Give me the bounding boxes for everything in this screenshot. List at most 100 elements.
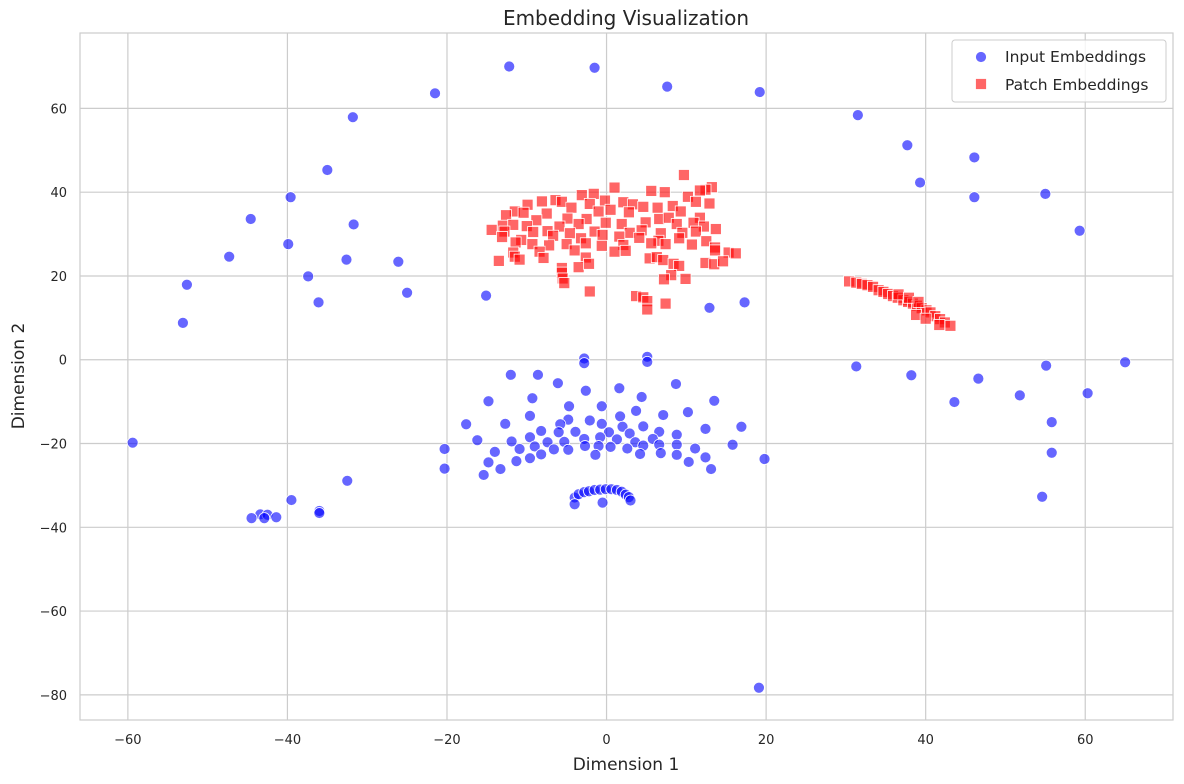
input-embedding-point [634, 448, 646, 460]
input-embedding-point [654, 447, 667, 460]
patch-embedding-point [565, 201, 578, 214]
patch-embedding-point [674, 205, 687, 218]
input-embedding-point [670, 448, 683, 461]
input-embedding-point [126, 436, 139, 449]
input-embedding-point [948, 396, 961, 408]
patch-embedding-point [659, 238, 672, 251]
input-embedding-point [901, 139, 914, 152]
input-embedding-point [429, 87, 441, 100]
y-tick-label: 20 [50, 270, 67, 285]
y-tick-label: −60 [40, 605, 67, 620]
grid-lines [80, 33, 1173, 720]
input-embedding-point [392, 255, 405, 268]
x-tick-label: 40 [917, 733, 934, 748]
input-embedding-point [270, 511, 283, 524]
patch-embedding-point [657, 254, 670, 266]
input-embedding-point [637, 420, 650, 433]
legend-label-input-embeddings: Input Embeddings [1005, 48, 1146, 66]
input-embedding-point [735, 420, 748, 433]
input-embedding-point [482, 395, 495, 408]
input-embedding-point [245, 512, 258, 524]
input-embedding-point [312, 296, 325, 309]
input-embedding-point [477, 469, 490, 481]
input-embedding-point [603, 426, 615, 439]
input-embedding-point [471, 434, 484, 447]
input-embedding-point [641, 355, 654, 368]
input-embedding-point [552, 426, 565, 439]
patch-embedding-point [608, 181, 621, 194]
x-tick-label: 20 [758, 733, 775, 748]
input-embedding-point [670, 378, 682, 390]
y-tick-label: −40 [40, 521, 67, 536]
patch-embedding-point [509, 236, 522, 249]
input-embedding-point [726, 438, 739, 451]
input-embedding-point [510, 455, 523, 468]
patch-embedding-point [526, 238, 539, 251]
input-embedding-point [532, 368, 544, 381]
patch-embedding-point [892, 288, 905, 301]
patch-embedding-point [641, 303, 654, 316]
input-embedding-point [703, 301, 716, 314]
patch-embedding-point [686, 238, 698, 251]
x-tick-label: −60 [114, 733, 141, 748]
input-embedding-point [682, 456, 695, 468]
input-embedding-point [596, 496, 609, 509]
input-embedding-point [621, 442, 634, 455]
input-embedding-point [623, 427, 636, 440]
input-embedding-point [535, 448, 548, 461]
input-embedding-point [563, 400, 575, 413]
patch-embedding-point [659, 297, 672, 310]
input-embedding-point [1039, 187, 1052, 200]
input-embedding-point [850, 360, 863, 373]
input-embedding-point [488, 446, 501, 458]
input-embedding-point [708, 394, 721, 407]
input-embedding-point [401, 286, 414, 299]
y-tick-label: −80 [40, 689, 67, 704]
patch-embedding-point [572, 261, 585, 274]
input-embedding-point [524, 409, 536, 422]
patch-embedding-point [583, 285, 596, 298]
input-embedding-point [177, 316, 189, 329]
input-embedding-point [535, 425, 548, 437]
input-embedding-point [670, 428, 683, 441]
patch-embedding-point [709, 244, 721, 257]
patch-embedding-point [513, 253, 526, 266]
input-embedding-point [547, 443, 560, 456]
input-embedding-point [579, 384, 592, 397]
series-input-embeddings [126, 60, 1132, 694]
x-tick-label: −20 [433, 733, 460, 748]
plot-background [80, 33, 1173, 720]
patch-embedding-point [575, 189, 588, 202]
legend-box [951, 39, 1167, 103]
legend-label-patch-embeddings: Patch Embeddings [1005, 76, 1149, 94]
input-embedding-point [302, 270, 315, 283]
patch-embedding-point [496, 231, 508, 243]
input-embedding-point [613, 382, 626, 395]
input-embedding-point [1040, 359, 1053, 372]
input-embedding-point [670, 438, 683, 451]
input-embedding-point [1119, 356, 1132, 369]
input-embedding-point [630, 404, 642, 417]
input-embedding-point [438, 443, 451, 455]
input-embedding-point [480, 289, 492, 302]
patch-embedding-point [673, 232, 686, 245]
legend-marker-input-embeddings [975, 51, 987, 63]
input-embedding-point [699, 422, 712, 435]
patch-embedding-point [651, 201, 664, 214]
patch-embedding-point [558, 277, 571, 289]
input-embedding-point [524, 452, 536, 465]
patch-embedding-point [572, 218, 585, 230]
input-embedding-point [505, 435, 518, 448]
patch-embedding-point [553, 220, 566, 233]
input-embedding-point [285, 494, 298, 506]
input-embedding-point [528, 440, 541, 453]
patch-embedding-point [637, 200, 650, 213]
input-embedding-point [705, 463, 717, 475]
patch-embedding-point [596, 229, 609, 241]
y-tick-label: 0 [59, 354, 67, 369]
input-embedding-point [972, 372, 985, 385]
x-tick-label: −40 [274, 733, 301, 748]
patch-embedding-point [583, 198, 596, 210]
input-embedding-point [181, 278, 193, 291]
patch-embedding-point [673, 260, 686, 272]
